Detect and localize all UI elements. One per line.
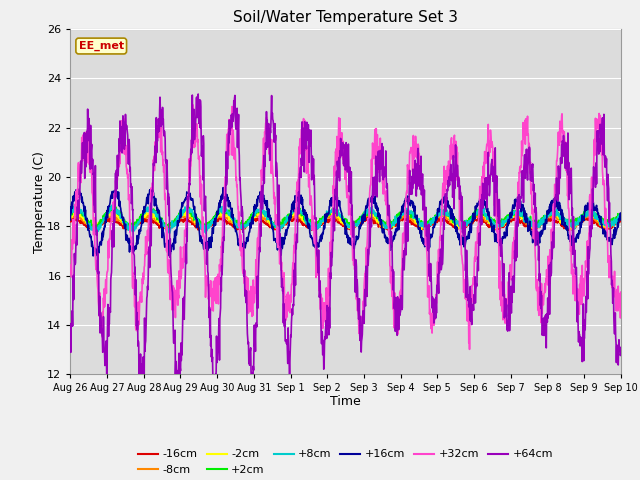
-16cm [312, 225, 319, 230]
+8cm [617, 213, 625, 218]
+64cm [312, 215, 320, 221]
+16cm [67, 217, 74, 223]
+32cm [132, 311, 140, 317]
-2cm [300, 217, 308, 223]
+8cm [166, 230, 173, 236]
+64cm [301, 119, 308, 125]
-8cm [617, 216, 625, 222]
+16cm [381, 229, 388, 235]
Line: +64cm: +64cm [70, 94, 621, 397]
Line: -2cm: -2cm [70, 211, 621, 230]
+32cm [67, 270, 74, 276]
Line: +32cm: +32cm [70, 105, 621, 349]
+16cm [322, 216, 330, 222]
+64cm [132, 292, 140, 298]
-2cm [109, 211, 117, 216]
+8cm [322, 213, 330, 219]
-16cm [365, 214, 373, 220]
-2cm [67, 213, 74, 218]
+16cm [617, 217, 625, 223]
+2cm [132, 219, 140, 225]
+64cm [381, 167, 388, 173]
+2cm [108, 203, 116, 209]
-16cm [132, 223, 140, 228]
Text: EE_met: EE_met [79, 41, 124, 51]
-2cm [132, 222, 140, 228]
-8cm [201, 227, 209, 233]
+16cm [312, 246, 320, 252]
Legend: -16cm, -8cm, -2cm, +2cm, +8cm, +16cm, +32cm, +64cm: -16cm, -8cm, -2cm, +2cm, +8cm, +16cm, +3… [134, 445, 557, 480]
+8cm [132, 226, 140, 231]
+32cm [380, 176, 388, 182]
+8cm [312, 226, 320, 232]
+2cm [301, 212, 308, 218]
Line: +2cm: +2cm [70, 206, 621, 229]
+2cm [617, 214, 625, 219]
Line: +8cm: +8cm [70, 205, 621, 233]
-8cm [300, 218, 308, 224]
+2cm [67, 211, 74, 217]
+16cm [220, 185, 227, 191]
+32cm [300, 130, 308, 135]
+64cm [617, 351, 625, 357]
+2cm [312, 221, 320, 227]
-16cm [564, 228, 572, 233]
+16cm [301, 207, 308, 213]
-8cm [437, 211, 445, 216]
-2cm [322, 212, 330, 217]
-8cm [132, 222, 140, 228]
-16cm [617, 218, 625, 224]
+64cm [211, 394, 219, 400]
+8cm [381, 224, 388, 230]
+2cm [381, 220, 388, 226]
+64cm [109, 243, 117, 249]
+64cm [195, 91, 202, 97]
+32cm [189, 102, 197, 108]
+2cm [322, 213, 330, 218]
+16cm [109, 191, 117, 196]
+32cm [312, 248, 319, 253]
Line: -16cm: -16cm [70, 217, 621, 230]
Line: +16cm: +16cm [70, 188, 621, 256]
+8cm [67, 209, 74, 215]
+8cm [301, 212, 308, 218]
Y-axis label: Temperature (C): Temperature (C) [33, 151, 45, 252]
-16cm [109, 218, 117, 224]
Line: -8cm: -8cm [70, 214, 621, 230]
+32cm [322, 320, 330, 325]
-8cm [380, 224, 388, 230]
+2cm [128, 226, 136, 232]
-16cm [380, 225, 388, 231]
-8cm [67, 217, 74, 223]
+64cm [67, 321, 74, 327]
-2cm [312, 226, 319, 232]
-16cm [321, 219, 329, 225]
-8cm [312, 224, 319, 230]
-2cm [566, 227, 573, 233]
-16cm [67, 216, 74, 222]
-8cm [109, 213, 117, 219]
+32cm [109, 210, 117, 216]
+2cm [109, 206, 117, 212]
+8cm [108, 203, 116, 208]
-2cm [617, 214, 625, 219]
+32cm [617, 289, 625, 295]
Title: Soil/Water Temperature Set 3: Soil/Water Temperature Set 3 [233, 10, 458, 25]
-8cm [322, 217, 330, 223]
+64cm [322, 318, 330, 324]
-2cm [380, 224, 388, 229]
-16cm [300, 222, 308, 228]
+16cm [90, 253, 97, 259]
X-axis label: Time: Time [330, 395, 361, 408]
-2cm [183, 208, 191, 214]
+16cm [132, 243, 140, 249]
+32cm [466, 347, 474, 352]
+8cm [109, 206, 117, 212]
